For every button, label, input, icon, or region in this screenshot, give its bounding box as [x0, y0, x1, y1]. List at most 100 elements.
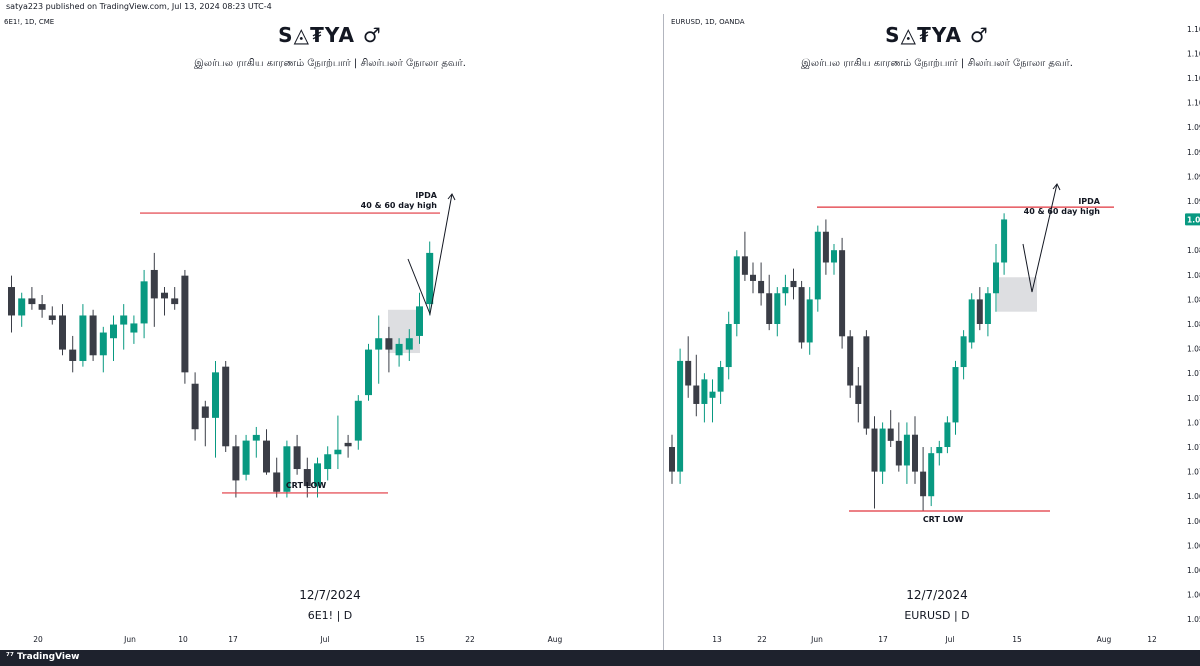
candle-body	[303, 469, 311, 487]
candle-body	[693, 385, 700, 404]
y-tick-label: 1.08600	[1187, 271, 1200, 280]
candle-body	[952, 367, 959, 423]
candle-body	[936, 447, 943, 454]
candle-body	[758, 280, 765, 294]
chart-left[interactable]: 6E1!, 1D, CME S◬₮YA ♂ இலர்பல ராகிய காரணம் …	[0, 14, 593, 650]
candle-body	[99, 332, 107, 356]
y-tick-label: 1.06200	[1187, 566, 1200, 575]
candle-body	[150, 269, 158, 299]
candle-body	[59, 315, 66, 350]
y-tick-label: 1.09400	[1187, 172, 1200, 181]
candle-body	[171, 298, 179, 305]
crt-low-label: CRT LOW	[923, 515, 964, 524]
y-tick-label: 1.07600	[1187, 394, 1200, 403]
x-tick-label: 12	[1147, 635, 1157, 644]
candle-body	[314, 463, 321, 487]
y-tick-label: 1.08200	[1187, 320, 1200, 329]
candle-body	[717, 367, 724, 392]
y-tick-label: 1.09800	[1187, 123, 1200, 132]
candle-body	[405, 338, 413, 350]
ipda-title: IPDA	[1078, 197, 1100, 206]
watermark-ticker: EURUSD | D	[904, 609, 969, 622]
candle-body	[365, 349, 372, 396]
x-tick-label: Jun	[123, 635, 136, 644]
panel-divider[interactable]	[663, 14, 664, 650]
candle-body	[212, 372, 219, 418]
y-tick-label: 1.10600	[1187, 25, 1200, 34]
candle-body	[839, 250, 846, 337]
watermark-ticker: 6E1! | D	[308, 609, 353, 622]
candle-body	[831, 250, 837, 263]
candle-body	[222, 366, 230, 447]
candle-body	[750, 274, 756, 281]
y-tick-label: 1.06600	[1187, 517, 1200, 526]
y-tick-label: 1.05800	[1187, 615, 1200, 624]
candle-body	[976, 299, 983, 324]
candle-body	[790, 280, 797, 288]
candle-body	[774, 293, 781, 324]
candle-body	[273, 472, 281, 492]
x-tick-label: 20	[33, 635, 43, 644]
y-tick-label: 1.10400	[1187, 49, 1200, 58]
chart-right[interactable]: EURUSD, 1D, OANDA S◬₮YA ♂ இலர்பல ராகிய கார…	[667, 14, 1200, 650]
x-tick-label: 15	[1012, 635, 1022, 644]
candle-body	[944, 422, 951, 448]
crt-low-label: CRT LOW	[286, 481, 327, 490]
candle-body	[334, 449, 342, 455]
projection-arrowhead	[1052, 183, 1061, 191]
candle-body	[709, 391, 716, 398]
publish-bar: satya223 published on TradingView.com, J…	[0, 0, 1200, 14]
x-tick-label: 22	[757, 635, 767, 644]
y-tick-label: 1.06400	[1187, 541, 1200, 550]
candle-body	[89, 315, 97, 356]
x-tick-label: 15	[415, 635, 425, 644]
candle-body	[79, 315, 87, 361]
candle-body	[669, 447, 675, 472]
chart-panel-left[interactable]: 6E1!, 1D, CME S◬₮YA ♂ இலர்பல ராகிய காரணம் …	[0, 14, 593, 650]
candle-body	[191, 383, 199, 430]
candle-body	[993, 262, 999, 294]
candle-body	[725, 324, 732, 368]
candle-body	[69, 349, 77, 361]
candle-body	[283, 446, 291, 492]
y-tick-label: 1.06800	[1187, 492, 1200, 501]
watermark-brand: S◬₮YA ♂	[885, 23, 989, 47]
x-tick-label: 17	[228, 635, 238, 644]
y-tick-label: 1.09600	[1187, 148, 1200, 157]
candle-body	[766, 293, 773, 324]
tradingview-brand: TradingView	[17, 652, 80, 662]
candle-body	[416, 306, 423, 336]
y-tick-label: 1.08800	[1187, 246, 1200, 255]
candle-body	[344, 442, 352, 447]
candle-body	[293, 446, 301, 470]
x-tick-label: Aug	[1097, 635, 1112, 644]
watermark-tagline: இலர்பல ராகிய காரணம் நோற்பார் | சிலர்பலர்…	[194, 58, 466, 69]
footer-bar: ⁷⁷ TradingView	[0, 650, 1200, 666]
candle-body	[28, 298, 36, 305]
candle-body	[960, 336, 967, 368]
watermark-date: 12/7/2024	[906, 588, 968, 602]
candle-body	[48, 315, 56, 321]
candle-body	[814, 231, 821, 300]
projection-path	[1022, 183, 1058, 293]
candle-body	[181, 275, 189, 373]
y-tick-label: 1.07000	[1187, 468, 1200, 477]
candle-body	[395, 343, 403, 356]
chart-panel-right[interactable]: EURUSD, 1D, OANDA S◬₮YA ♂ இலர்பல ராகிய கார…	[667, 14, 1200, 650]
x-tick-label: 13	[712, 635, 722, 644]
candle-body	[741, 256, 748, 275]
y-tick-label: 1.10000	[1187, 99, 1200, 108]
candle-body	[201, 406, 209, 418]
publish-info: satya223 published on TradingView.com, J…	[6, 2, 272, 11]
y-tick-label: 1.08000	[1187, 345, 1200, 354]
last-price-bg	[1185, 213, 1200, 226]
watermark-tagline: இலர்பல ராகிய காரணம் நோற்பார் | சிலர்பலர்…	[801, 58, 1073, 69]
symbol-label: 6E1!, 1D, CME	[4, 18, 54, 26]
candle-body	[685, 360, 692, 386]
candle-body	[912, 434, 918, 472]
candle-body	[822, 231, 829, 263]
ipda-subtitle: 40 & 60 day high	[361, 201, 438, 210]
tradingview-logo[interactable]: ⁷⁷ TradingView	[6, 652, 80, 662]
ipda-subtitle: 40 & 60 day high	[1024, 207, 1101, 216]
candle-body	[798, 287, 805, 343]
